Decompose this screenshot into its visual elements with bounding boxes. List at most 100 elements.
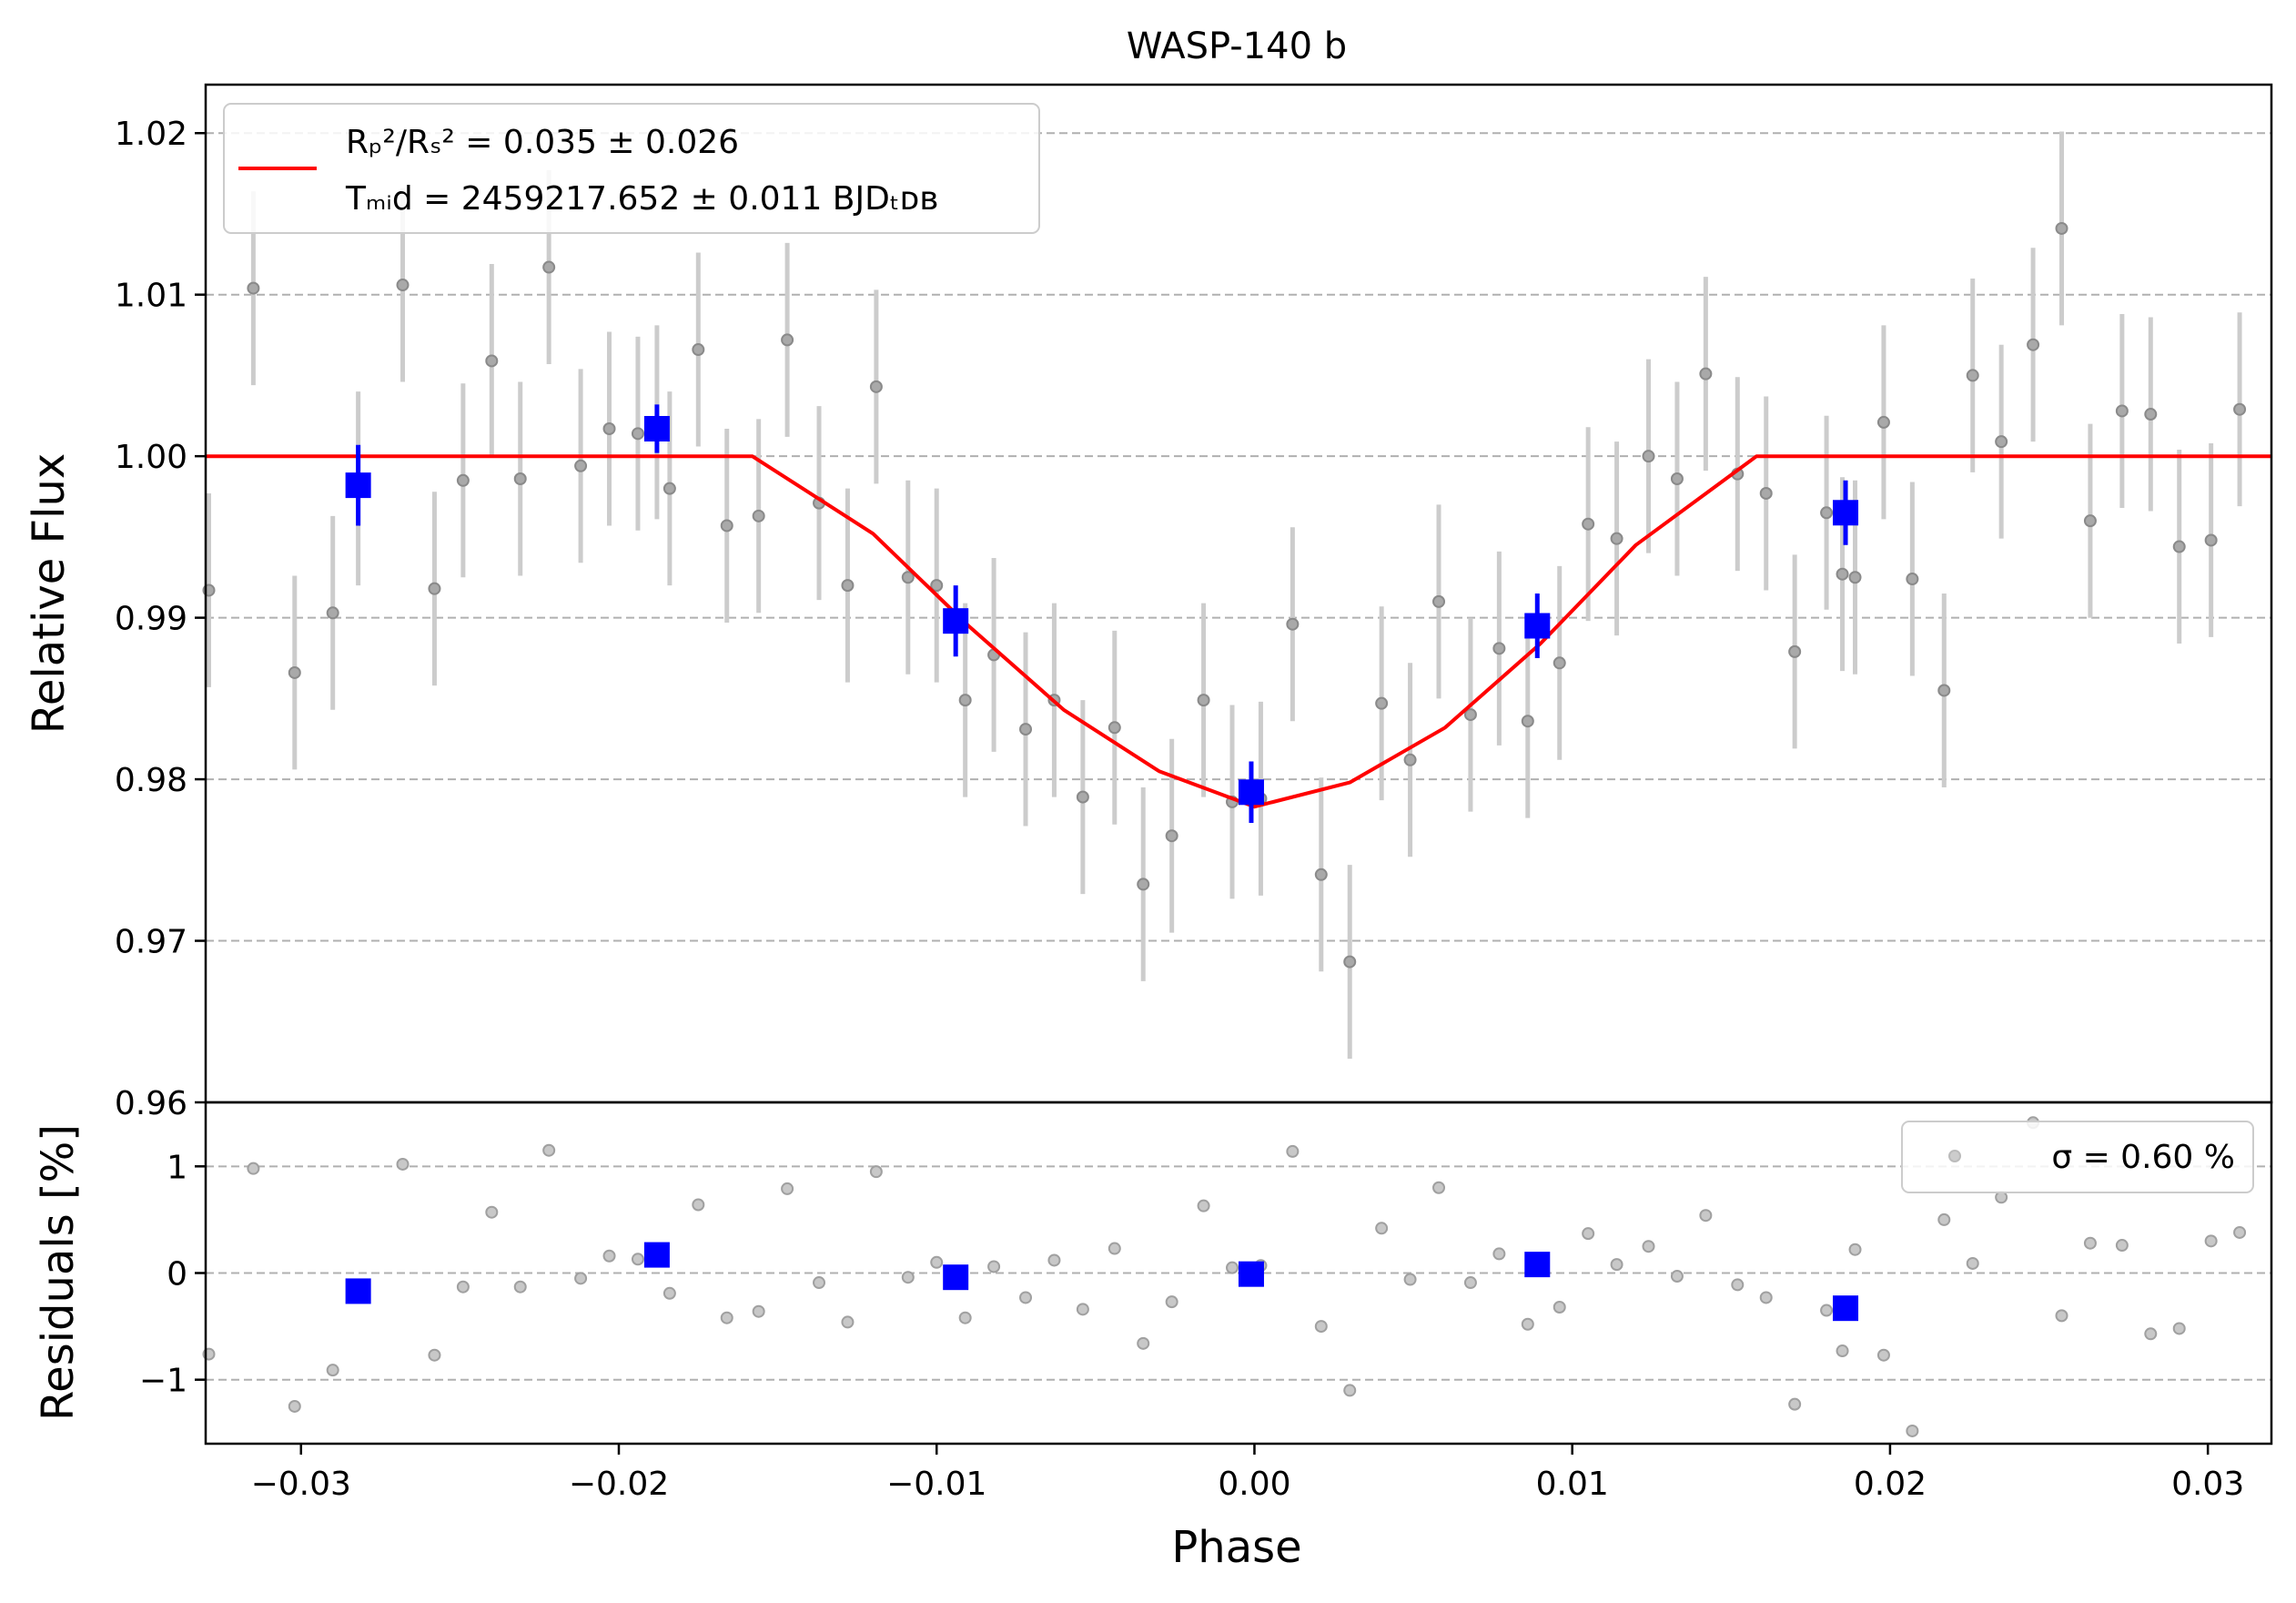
flux-data-point [1582, 517, 1595, 531]
residual-point [1047, 1253, 1061, 1267]
flux-data-point [2172, 540, 2186, 553]
flux-data-point [428, 582, 441, 595]
residual-point [720, 1311, 733, 1324]
residual-point [1343, 1384, 1357, 1397]
residual-point [1432, 1181, 1446, 1194]
flux-legend-tmid: Tₘᵢd = 2459217.652 ± 0.011 BJDₜᴅʙ [345, 180, 938, 218]
residual-point [631, 1253, 644, 1266]
flux-data-point [542, 260, 556, 274]
residual-point [2233, 1225, 2247, 1239]
flux-data-point [1876, 415, 1890, 429]
chart-title: WASP-140 b [1127, 25, 1347, 67]
residual-point [1820, 1304, 1834, 1317]
residual-point [1731, 1278, 1745, 1292]
flux-data-point [1966, 369, 1979, 382]
flux-data-point [1759, 486, 1773, 500]
flux-data-point [2027, 338, 2040, 351]
residuals-y-ticks: −1 0 1 [139, 1149, 206, 1400]
flux-data-point [1492, 642, 1506, 655]
residual-point [247, 1162, 260, 1175]
flux-data-point [2115, 404, 2129, 418]
binned-data-point [643, 415, 670, 441]
flux-data-point [1286, 617, 1300, 631]
flux-y-tick-label: 1.00 [115, 439, 187, 476]
flux-data-point [1836, 567, 1849, 581]
binned-residual-point [943, 1264, 969, 1291]
residual-point [485, 1205, 499, 1219]
residuals-y-tick-label: 0 [167, 1256, 187, 1294]
binned-residual-point [1833, 1295, 1859, 1322]
x-tick-label: 0.01 [1536, 1466, 1609, 1503]
residual-point [1403, 1273, 1417, 1286]
residuals-y-tick-label: 1 [167, 1149, 187, 1186]
flux-data-point [1375, 696, 1389, 710]
flux-y-tick-label: 0.96 [115, 1085, 187, 1122]
flux-transit-model [206, 454, 2271, 809]
flux-data-point [1610, 532, 1623, 545]
flux-data-point [1521, 715, 1534, 728]
flux-data-point [326, 606, 339, 620]
flux-y-ticks: 0.96 0.97 0.98 0.99 1.00 1.01 1.02 [115, 116, 206, 1122]
flux-binned-points [345, 404, 1859, 823]
flux-data-point [1937, 684, 1951, 697]
residual-point [1937, 1212, 1951, 1226]
binned-data-point [1238, 779, 1264, 806]
flux-legend: Rₚ²/Rₛ² = 0.035 ± 0.026 Tₘᵢd = 2459217.6… [223, 103, 1040, 234]
residual-point [1108, 1242, 1121, 1255]
flux-data-point [1848, 571, 1862, 584]
flux-panel: 0.96 0.97 0.98 0.99 1.00 1.01 1.02 Relative Fl… [24, 83, 2273, 1122]
x-tick-label: −0.03 [251, 1466, 351, 1503]
flux-data-point [1995, 435, 2008, 449]
x-axis-label: Phase [1171, 1522, 1301, 1573]
flux-data-point [1108, 721, 1121, 735]
residual-point [1836, 1344, 1849, 1358]
residual-point [1670, 1270, 1684, 1283]
x-tick-label: 0.00 [1218, 1466, 1290, 1503]
flux-y-tick-label: 1.01 [115, 278, 187, 315]
residual-point [1966, 1256, 1979, 1270]
residual-point [1375, 1222, 1389, 1235]
binned-data-point [1524, 613, 1551, 639]
residual-point [1492, 1247, 1506, 1261]
residual-point [1286, 1144, 1300, 1158]
flux-data-point [2055, 221, 2068, 235]
residual-point [813, 1276, 826, 1290]
residual-point [2172, 1322, 2186, 1335]
binned-residual-point [345, 1278, 371, 1304]
flux-data-point [2204, 533, 2218, 547]
residual-point [1995, 1191, 2008, 1204]
binned-data-point [943, 608, 969, 634]
flux-data-point [602, 421, 616, 435]
flux-data-point [1019, 723, 1033, 736]
residual-point [396, 1157, 410, 1171]
flux-data-point [752, 509, 765, 522]
flux-data-point [1197, 694, 1210, 707]
residuals-legend: σ = 0.60 % [1901, 1121, 2254, 1193]
flux-data-point [1403, 753, 1417, 766]
flux-data-point [720, 519, 733, 533]
residual-point [1553, 1301, 1566, 1314]
residuals-legend-marker [1948, 1150, 1961, 1162]
residual-point [1521, 1317, 1534, 1331]
flux-legend-rp-rs: Rₚ²/Rₛ² = 0.035 ± 0.026 [346, 124, 739, 161]
residual-point [958, 1311, 972, 1324]
x-tick-label: −0.01 [886, 1466, 986, 1503]
residual-point [781, 1182, 794, 1195]
flux-data-point [958, 694, 972, 707]
residual-point [1314, 1320, 1328, 1334]
flux-data-point [456, 473, 470, 487]
residual-point [1788, 1397, 1802, 1411]
flux-y-tick-label: 0.98 [115, 762, 187, 799]
flux-data-point [1432, 594, 1446, 608]
residual-point [1759, 1291, 1773, 1304]
residual-point [288, 1399, 301, 1413]
residual-point [752, 1304, 765, 1318]
x-tick-label: −0.02 [569, 1466, 669, 1503]
flux-data-point [1314, 867, 1328, 881]
residual-point [2204, 1234, 2218, 1248]
residual-point [2144, 1327, 2158, 1341]
residual-point [1165, 1295, 1178, 1309]
flux-data-point [1463, 708, 1477, 722]
